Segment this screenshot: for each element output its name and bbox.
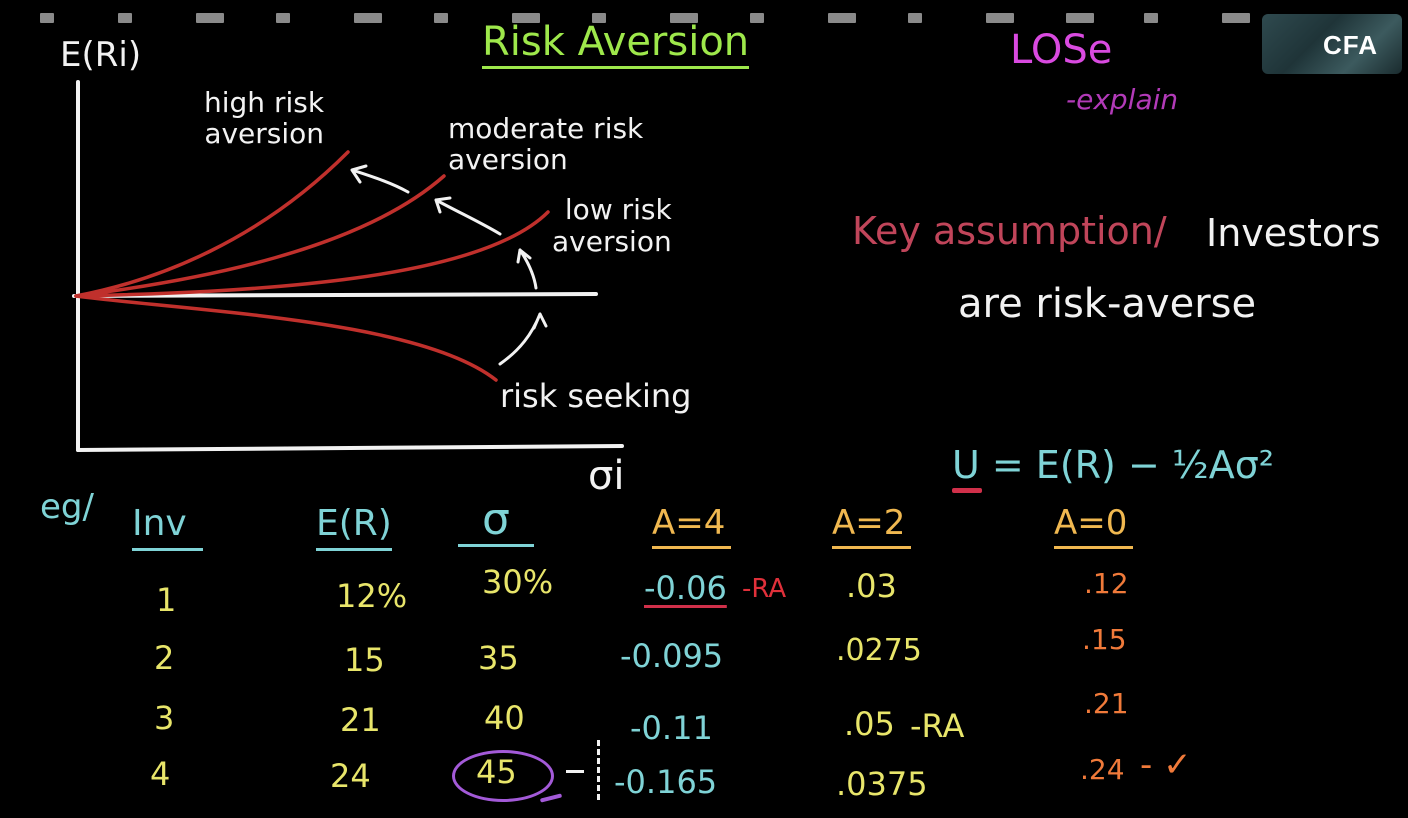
cell-sd: 45 [476, 753, 517, 791]
cell-a4-note: -RA [742, 574, 787, 604]
arrow-seeking [498, 312, 548, 366]
cfa-logo: CFA [1262, 14, 1402, 74]
cell-a0: .15 [1082, 623, 1127, 656]
dash [196, 13, 224, 23]
cell-inv: 1 [156, 581, 177, 619]
cell-a2: .03 [846, 567, 897, 605]
curves [74, 150, 550, 382]
assumption-line1: Investors [1206, 211, 1381, 255]
cell-er: 24 [330, 757, 371, 795]
dash [1144, 13, 1158, 23]
dash [908, 13, 922, 23]
arrows [350, 164, 548, 366]
header-inv: Inv [132, 506, 203, 551]
cell-a2: .0375 [836, 765, 928, 803]
assumption-line2: are risk-averse [958, 281, 1257, 327]
utility-underline [952, 488, 982, 493]
cell-a4: -0.095 [620, 637, 724, 675]
los-label: LOSe [1010, 27, 1113, 73]
dash [40, 13, 54, 23]
risk-seeking-curve [74, 294, 498, 382]
arrow-moderate [434, 196, 502, 236]
logo-text: CFA [1323, 30, 1378, 60]
low-risk-aversion-curve [74, 210, 550, 298]
dash [986, 13, 1014, 23]
cell-sd: 30% [482, 563, 554, 601]
dash [434, 13, 448, 23]
dash [118, 13, 132, 23]
cell-a4: -0.06 [644, 569, 727, 607]
cell-a2: .05 [844, 705, 895, 743]
arrow-low [516, 248, 538, 290]
risk-seeking-label: risk seeking [500, 377, 692, 415]
graph-axes [72, 80, 624, 452]
page-title: Risk Aversion [482, 22, 750, 69]
baseline-axis [72, 292, 598, 298]
cell-sd: 40 [484, 699, 525, 737]
cell-a0-note: - ✓ [1140, 745, 1192, 785]
cell-inv: 4 [150, 755, 171, 793]
high-risk-label: high risk aversion [204, 86, 325, 150]
cell-sd: 35 [478, 639, 519, 677]
header-a2: A=2 [832, 506, 912, 549]
header-sd: σ [458, 498, 534, 547]
dash [354, 13, 382, 23]
los-sub: -explain [1066, 83, 1179, 116]
dash [1066, 13, 1094, 23]
x-axis [76, 444, 624, 452]
cell-a0: .12 [1084, 567, 1129, 600]
cell-inv: 2 [154, 639, 175, 677]
high-risk-aversion-curve [74, 150, 350, 298]
key-assumption-label: Key assumption/ [852, 209, 1167, 253]
separator-dash [566, 770, 584, 773]
header-er: E(R) [316, 506, 392, 551]
cell-er: 15 [344, 641, 385, 679]
dash [512, 13, 540, 23]
eg-label: eg/ [40, 487, 94, 527]
cell-a4: -0.11 [630, 709, 713, 747]
header-a0: A=0 [1054, 506, 1134, 549]
cell-er: 21 [340, 701, 381, 739]
highlight-circle [452, 750, 554, 802]
cell-a2: .0275 [836, 633, 922, 668]
cell-a2-note: -RA [910, 707, 965, 745]
header-a4: A=4 [652, 506, 732, 549]
arrow-high [350, 164, 410, 194]
cell-a4: -0.165 [614, 763, 718, 801]
dash [592, 13, 606, 23]
cell-a0: .21 [1084, 687, 1129, 720]
cell-er: 12% [336, 577, 408, 615]
low-risk-label: low risk aversion [552, 193, 672, 259]
dash [276, 13, 290, 23]
moderate-risk-aversion-curve [74, 174, 446, 298]
x-axis-label: σi [588, 453, 625, 499]
dash [828, 13, 856, 23]
moderate-risk-label: moderate risk aversion [448, 112, 644, 176]
cell-inv: 3 [154, 699, 175, 737]
dash [750, 13, 764, 23]
cell-a0: .24 [1080, 753, 1125, 786]
dash [1222, 13, 1250, 23]
dash [670, 13, 698, 23]
utility-formula: U = E(R) − ½Aσ² [952, 443, 1275, 487]
separator-vertical [597, 740, 600, 800]
y-axis-label: E(Ri) [60, 35, 142, 75]
